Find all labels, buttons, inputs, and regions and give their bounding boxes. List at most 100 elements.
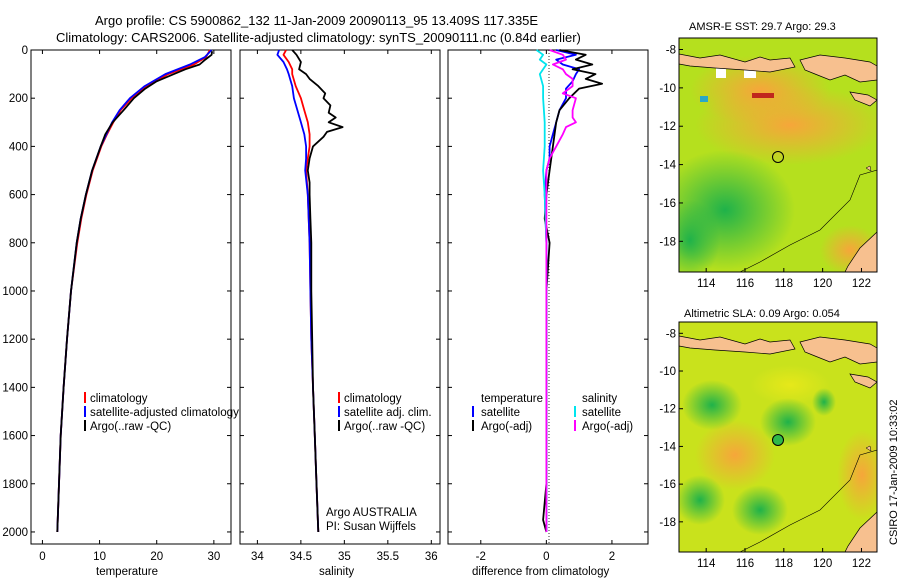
land-islet (865, 165, 872, 172)
legend-label-temp-satellite: satellite (481, 407, 520, 419)
x-tick-label: 30 (207, 551, 220, 563)
salinity-xlabel: salinity (319, 566, 354, 578)
series-line-salinity-satellite (535, 49, 548, 532)
temperature-panel: 0 200 400 600 800 1000 1200 1400 1600 1800 2000 0 10… (2, 45, 239, 578)
sla-high (695, 420, 775, 490)
lat-tick-label: -18 (659, 517, 676, 529)
temperature-legend: climatology satellite-adjusted climatolo… (84, 392, 239, 433)
x-tick-label: -2 (476, 551, 486, 563)
y-tick-label: 0 (22, 45, 28, 57)
land-sumba (849, 91, 877, 107)
legend-label-sal-argo: Argo(-adj) (582, 421, 633, 433)
y-tick-label: 1000 (2, 286, 28, 298)
temperature-xlabel: temperature (96, 566, 158, 578)
legend-label-climatology: climatology (90, 393, 148, 405)
x-tick-label: 2 (609, 551, 615, 563)
land-lombok-sumbawa (799, 336, 877, 365)
series-line-argo (56, 51, 213, 533)
y-tick-label: 1600 (2, 431, 28, 443)
x-tick-label: 0 (543, 551, 549, 563)
lat-tick-label: -18 (659, 236, 676, 248)
x-tick-label: 34 (251, 551, 264, 563)
bathymetry-contour (739, 449, 877, 552)
difference-axes-frame (447, 49, 649, 545)
sla-map: Altimetric SLA: 0.09 Argo: 0.054 114 116 1… (659, 308, 878, 570)
sst-hot-pixel (752, 93, 774, 98)
legend-label-sal-satellite: satellite (582, 407, 621, 419)
lon-tick-label: 120 (813, 558, 832, 570)
y-tick-label: 400 (9, 141, 28, 153)
lon-tick-label: 116 (736, 278, 754, 290)
lat-tick-label: -12 (659, 121, 676, 133)
x-tick-label: 0 (39, 551, 45, 563)
sst-cool-patch (679, 150, 795, 270)
sst-cool-pixel (700, 96, 708, 102)
argo-location-marker[interactable] (772, 434, 784, 446)
lat-tick-label: -12 (659, 404, 676, 416)
land-lombok-sumbawa (799, 54, 877, 83)
y-tick-label: 2000 (2, 527, 28, 539)
difference-panel: -2 0 2 difference from climatology tempera… (447, 49, 649, 578)
x-tick-label: 35.5 (377, 551, 399, 563)
land-sumba (849, 373, 877, 389)
lon-tick-label: 118 (775, 278, 793, 290)
legend-label-climatology: climatology (344, 393, 402, 405)
lat-tick-label: -10 (659, 366, 676, 378)
sla-high-east (837, 430, 877, 520)
sla-map-title: Altimetric SLA: 0.09 Argo: 0.054 (684, 308, 840, 320)
lon-tick-label: 118 (775, 558, 793, 570)
argo-location-marker[interactable] (772, 151, 784, 163)
lon-tick-label: 116 (736, 558, 754, 570)
lon-tick-label: 114 (697, 558, 716, 570)
lat-tick-label: -16 (659, 198, 676, 210)
lat-tick-label: -16 (659, 479, 676, 491)
y-tick-label: 800 (9, 238, 28, 250)
sla-high-north (750, 365, 830, 405)
legend-label-satellite: satellite-adjusted climatology (90, 407, 239, 419)
sla-low (812, 388, 836, 416)
sla-low (679, 475, 725, 525)
salinity-panel: 34 34.5 35 35.5 36 salinity climatology sate… (239, 49, 441, 578)
difference-xlabel: difference from climatology (472, 566, 609, 578)
sla-low (682, 380, 742, 430)
y-tick-label: 600 (9, 190, 28, 202)
lon-tick-label: 122 (852, 558, 871, 570)
figure-title-line2: Climatology: CARS2006. Satellite-adjuste… (56, 30, 581, 45)
x-tick-label: 10 (93, 551, 106, 563)
x-tick-label: 35 (338, 551, 351, 563)
annotation-pi: PI: Susan Wijffels (326, 521, 416, 533)
sst-cloud-gap (744, 70, 756, 78)
lon-tick-label: 122 (852, 278, 871, 290)
sla-low (760, 398, 816, 446)
y-tick-label: 1400 (2, 382, 28, 394)
x-tick-label: 36 (425, 551, 438, 563)
sst-cloud-gap (716, 68, 726, 78)
legend-label-temp-argo: Argo(-adj) (481, 421, 532, 433)
x-tick-label: 20 (150, 551, 163, 563)
land-islet (865, 445, 872, 452)
legend-title-salinity: salinity (582, 393, 617, 405)
lat-tick-label: -8 (666, 328, 676, 340)
land-australia (844, 231, 877, 272)
legend-title-temperature: temperature (481, 393, 543, 405)
y-tick-label: 200 (9, 93, 28, 105)
y-tick-label: 1200 (2, 334, 28, 346)
series-line-temperature-argo (542, 49, 603, 533)
legend-label-argo: Argo(..raw -QC) (344, 421, 425, 433)
sst-map: AMSR-E SST: 29.7 Argo: 29.3 114 116 118 120… (659, 21, 878, 290)
csiro-timestamp: CSIRO 17-Jan-2009 10:33:02 (888, 399, 900, 545)
series-line-salinity-argo (545, 49, 577, 532)
salinity-axes-frame (239, 49, 441, 545)
lat-tick-label: -14 (659, 441, 676, 453)
figure-title-line1: Argo profile: CS 5900862_132 11-Jan-2009… (95, 13, 538, 28)
lon-tick-label: 114 (697, 278, 716, 290)
salinity-legend: climatology satellite adj. clim. Argo(..… (338, 392, 432, 433)
legend-label-satellite: satellite adj. clim. (344, 407, 432, 419)
series-line-satellite (56, 49, 213, 533)
sst-map-title: AMSR-E SST: 29.7 Argo: 29.3 (689, 21, 836, 33)
sla-low (732, 485, 788, 535)
x-tick-label: 34.5 (290, 551, 312, 563)
temperature-axes-frame (30, 49, 232, 545)
sst-cool-patch-west (679, 200, 720, 272)
